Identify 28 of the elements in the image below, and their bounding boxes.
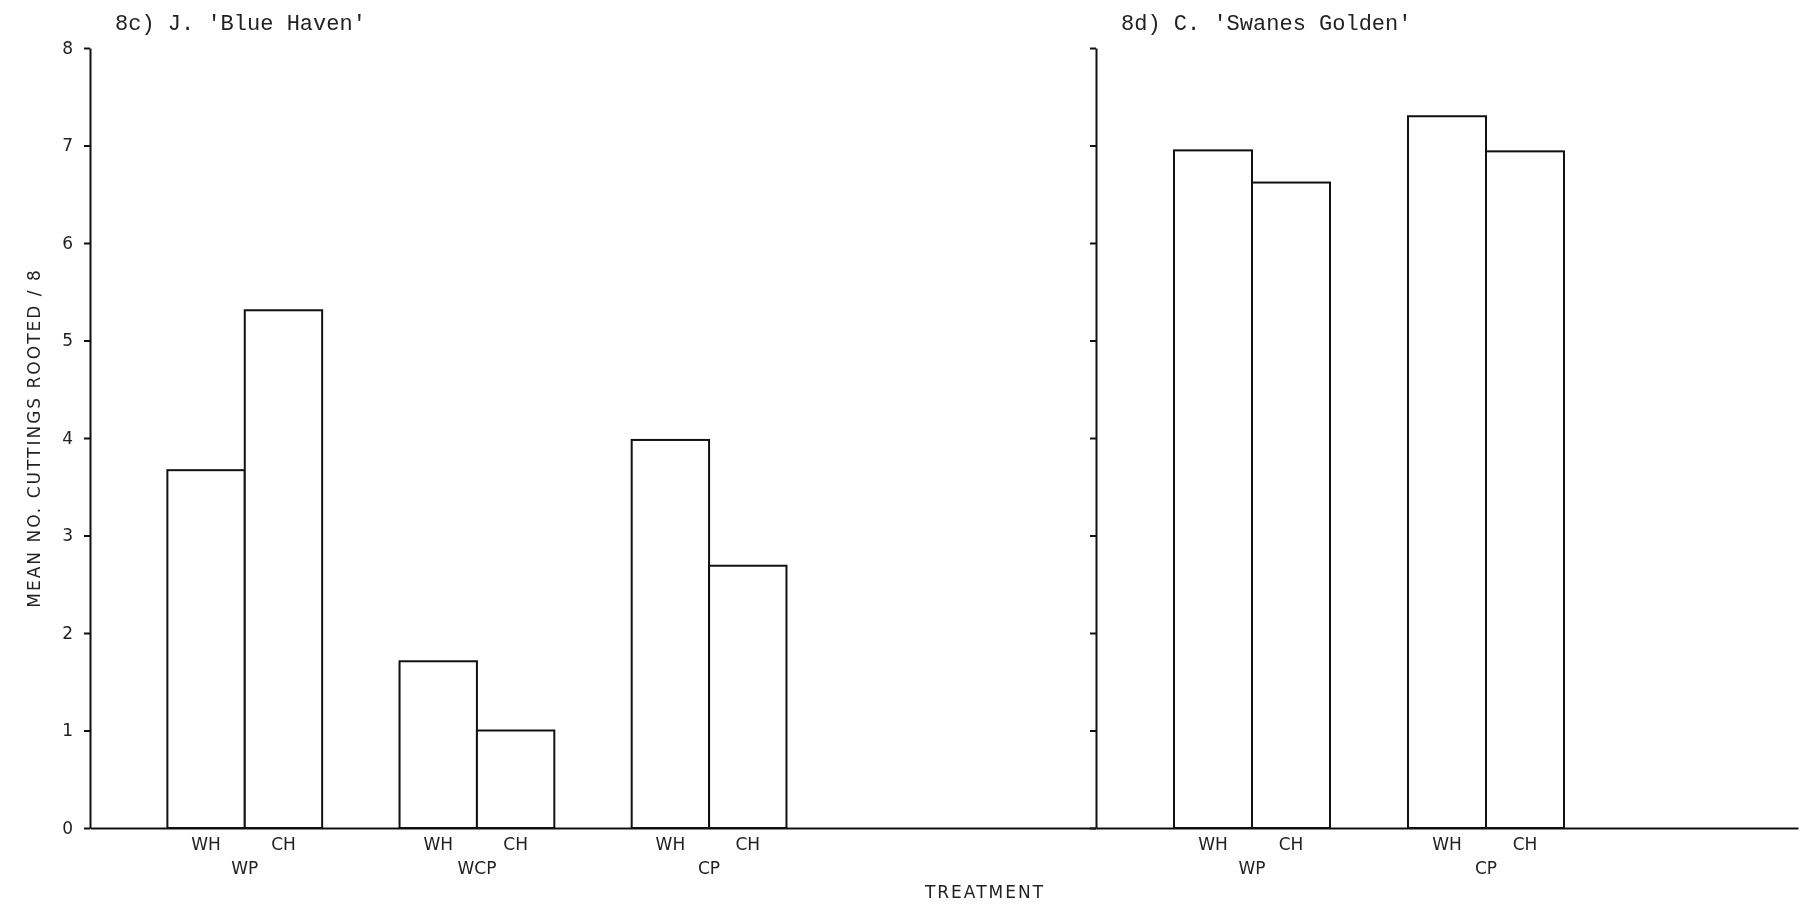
- y-tick-label: 4: [62, 427, 73, 448]
- x-tick-label: CH: [503, 834, 528, 855]
- y-tick-label: 7: [62, 135, 73, 156]
- y-tick-label: 1: [62, 720, 73, 741]
- text: CP: [1474, 858, 1498, 878]
- x-tick-label: CH: [1278, 834, 1304, 855]
- x-tick-label: CH: [271, 834, 296, 855]
- x-tick-label: WH: [191, 834, 221, 855]
- text: WCP: [457, 858, 497, 878]
- x-tick-label: WH: [1432, 834, 1462, 855]
- y-tick-label: 6: [62, 232, 73, 253]
- text: CP: [698, 858, 721, 878]
- y-axis-title: MEAN NO. CUTTINGS ROOTED / 8: [24, 268, 44, 608]
- x-tick-label: WH: [423, 834, 454, 855]
- y-tick-label: 5: [62, 330, 73, 351]
- x-axis-title: TREATMENT: [923, 882, 1046, 902]
- y-tick-label: 0: [62, 817, 73, 838]
- x-tick-label: CH: [735, 834, 761, 855]
- x-tick-label: CH: [1512, 834, 1538, 855]
- chart-title: 8d) C. 'Swanes Golden': [1121, 12, 1412, 37]
- y-tick-label: 2: [62, 622, 73, 643]
- y-tick-label: 3: [62, 525, 73, 546]
- x-tick-label: WH: [1198, 834, 1228, 855]
- y-tick-label: 8: [62, 37, 73, 58]
- x-tick-label: WH: [655, 834, 686, 855]
- text: WP: [231, 858, 259, 878]
- text: WP: [1238, 858, 1266, 878]
- chart-title: 8c) J. 'Blue Haven': [115, 12, 366, 37]
